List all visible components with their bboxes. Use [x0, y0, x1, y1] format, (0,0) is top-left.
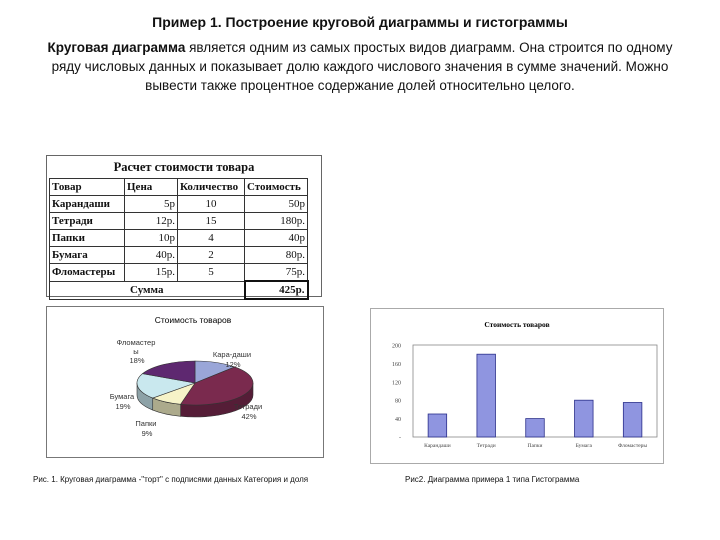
table-cell: 5: [177, 263, 245, 282]
bar-flomastery: [622, 402, 643, 438]
table-cell: 10р: [124, 229, 178, 247]
table-row: Тетради 12р. 15 180р.: [49, 212, 308, 230]
pie-slice-tetradi: [180, 366, 254, 406]
y-tick-label: 160: [392, 362, 401, 368]
x-tick-label: Тетради: [477, 443, 496, 449]
cost-table-title: Расчет стоимости товара: [113, 160, 255, 174]
column-header: Цена: [124, 178, 178, 196]
column-header: Товар: [49, 178, 125, 196]
pie-label-line: Тетради: [234, 402, 262, 411]
table-cell: 10: [177, 195, 245, 213]
x-tick-label: Карандаши: [424, 443, 451, 449]
table-cell: Карандаши: [49, 195, 125, 213]
table-row: Карандаши 5р 10 50р: [49, 195, 308, 213]
pie-label-line: Кара-даши: [213, 350, 251, 359]
intro-text: является одним из самых простых видов ди…: [51, 40, 673, 93]
cost-table: Товар Цена Количество Стоимость Карандаш…: [49, 178, 309, 300]
table-cell: 15: [177, 212, 245, 230]
pie-label-flomastery: Фломастер ы 18%: [117, 338, 158, 365]
pie-label-bumaga: Бумага 19%: [110, 392, 137, 411]
x-tick-label: Папки: [528, 443, 543, 449]
cost-table-panel: Расчет стоимости товара Товар Цена Колич…: [46, 155, 322, 300]
pie-slice-bumaga: [136, 373, 197, 399]
table-cell: Папки: [49, 229, 125, 247]
bar-tetradi: [476, 353, 496, 438]
pie-label-line: Папки: [135, 419, 156, 428]
bar-bumaga: [574, 399, 594, 438]
table-cell: Фломастеры: [49, 263, 125, 282]
bar-chart: Стоимость товаров - 40 80 120 160 200 Карандаш…: [392, 320, 658, 449]
pie-chart-title: Стоимость товаров: [155, 315, 232, 325]
x-tick-label: Фломастеры: [618, 443, 647, 449]
pie-label-line: 12%: [225, 360, 240, 369]
table-cell: 180р.: [244, 212, 308, 230]
pie-slice-flomastery: [141, 360, 196, 384]
x-tick-label: Бумага: [576, 443, 593, 449]
table-cell: Тетради: [49, 212, 125, 230]
table-cell: 2: [177, 246, 245, 264]
table-cell: 75р.: [244, 263, 308, 282]
pie-label-papki: Папки 9%: [135, 419, 158, 438]
pie-label-line: 9%: [142, 429, 153, 438]
table-sum-row: Сумма 425р.: [49, 280, 309, 300]
bar-chart-panel: Стоимость товаров - 40 80 120 160 200 Карандаш…: [370, 308, 664, 464]
column-header: Стоимость: [244, 178, 308, 196]
table-cell: 50р: [244, 195, 308, 213]
y-tick-label: 200: [392, 344, 401, 350]
pie-chart: Стоимость товаров Фломастер ы 18% Кара-д…: [110, 315, 265, 438]
bar-chart-title: Стоимость товаров: [484, 320, 549, 329]
y-tick-label: 40: [395, 417, 401, 423]
table-cell: 80р.: [244, 246, 308, 264]
pie-label-line: ы: [133, 347, 138, 356]
pie-label-line: 18%: [129, 356, 144, 365]
column-header: Количество: [177, 178, 245, 196]
pie-label-line: Бумага: [110, 392, 135, 401]
pie-chart-panel: Стоимость товаров Фломастер ы 18% Кара-д…: [46, 306, 324, 458]
table-cell: 12р.: [124, 212, 178, 230]
pie-caption: Рис. 1. Круговая диаграмма -"торт" с под…: [33, 475, 309, 484]
sum-value: 425р.: [243, 280, 309, 300]
bar-caption: Рис2. Диаграмма примера 1 типа Гистограм…: [405, 475, 580, 484]
pie-label-line: Фломастер: [117, 338, 156, 347]
pie-label-line: 42%: [241, 412, 256, 421]
y-tick-label: 80: [395, 399, 401, 405]
y-tick-label: 120: [392, 380, 401, 386]
sum-label: Сумма: [49, 280, 245, 300]
pie-label-karandashi: Кара-даши 12%: [213, 350, 253, 369]
table-cell: 4: [177, 229, 245, 247]
y-tick-label: -: [399, 436, 401, 442]
table-row: Фломастеры 15р. 5 75р.: [49, 263, 308, 282]
pie-label-line: 19%: [115, 402, 130, 411]
pie-label-tetradi: Тетради 42%: [234, 402, 265, 421]
bar-karandashi: [427, 413, 448, 438]
table-cell: 40р: [244, 229, 308, 247]
table-cell: 5р: [124, 195, 178, 213]
intro-paragraph: Круговая диаграмма является одним из сам…: [40, 38, 680, 95]
table-row: Бумага 40р. 2 80р.: [49, 246, 308, 264]
page-title: Пример 1. Построение круговой диаграммы …: [152, 14, 568, 30]
table-cell: Бумага: [49, 246, 125, 264]
table-cell: 40р.: [124, 246, 178, 264]
intro-term: Круговая диаграмма: [47, 40, 186, 55]
table-header-row: Товар Цена Количество Стоимость: [49, 178, 308, 196]
table-row: Папки 10р 4 40р: [49, 229, 308, 247]
bar-papki: [525, 418, 545, 438]
table-cell: 15р.: [124, 263, 178, 282]
